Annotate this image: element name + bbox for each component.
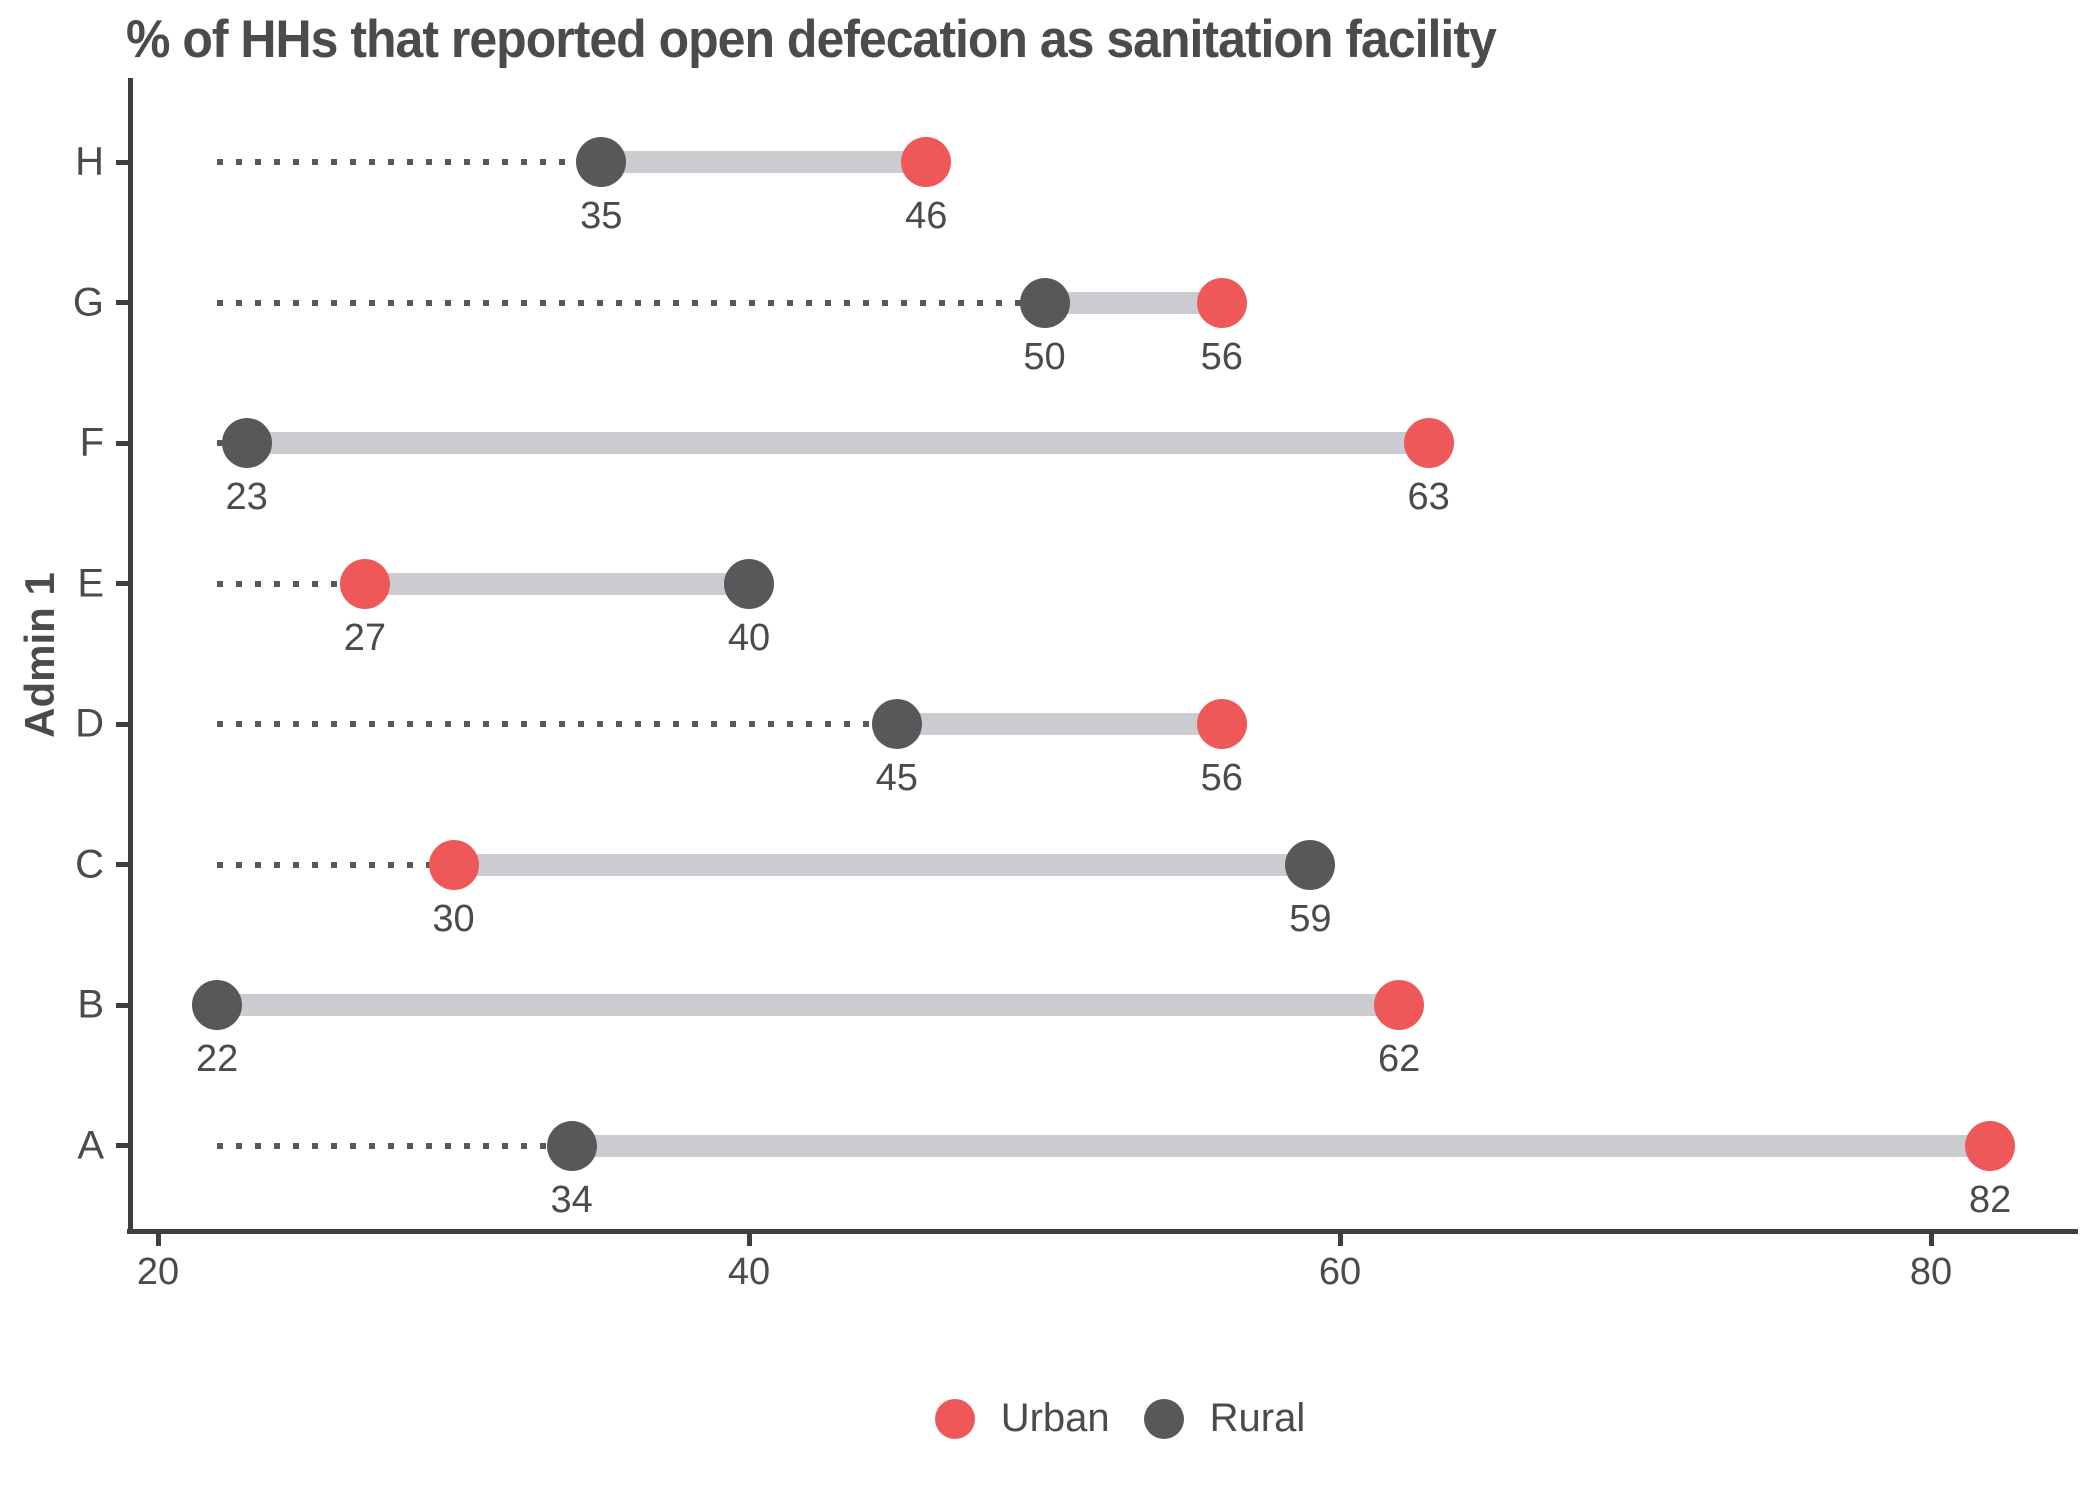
- x-axis-tick: [1337, 1234, 1343, 1246]
- rural-dot: [724, 558, 774, 609]
- category-label: D: [75, 701, 104, 746]
- rural-dot: [871, 699, 922, 749]
- category-tick: [116, 300, 128, 305]
- legend-item-urban: Urban: [934, 1396, 1110, 1441]
- rural-dot: [546, 1120, 597, 1171]
- category-tick: [116, 1143, 128, 1148]
- rural-dot: [221, 418, 272, 468]
- category-label: G: [72, 280, 104, 324]
- rural-dot: [192, 980, 243, 1030]
- x-axis-tick: [746, 1234, 752, 1246]
- range-bar: [453, 853, 1311, 876]
- category-label: F: [79, 420, 104, 465]
- legend: Urban Rural: [70, 1396, 2100, 1441]
- range-bar: [571, 1134, 1991, 1157]
- leader-dotted-line: [217, 1142, 572, 1149]
- rural-value-label: 59: [1289, 897, 1332, 940]
- rural-value-label: 23: [225, 476, 268, 518]
- leader-dotted-line: [217, 299, 1045, 306]
- leader-dotted-line: [217, 159, 602, 165]
- category-tick: [116, 721, 128, 727]
- range-bar: [217, 994, 1400, 1016]
- category-label: B: [77, 982, 104, 1027]
- category-label: A: [77, 1123, 104, 1167]
- legend-label-rural: Rural: [1209, 1396, 1306, 1440]
- leader-dotted-line: [217, 861, 454, 868]
- urban-value-label: 46: [905, 195, 948, 237]
- urban-dot: [339, 558, 390, 609]
- rural-legend-dot-icon: [1143, 1398, 1184, 1439]
- legend-label-urban: Urban: [1000, 1396, 1110, 1440]
- rural-dot: [1285, 839, 1336, 890]
- urban-value-label: 82: [1968, 1178, 2012, 1221]
- legend-item-rural: Rural: [1143, 1396, 1306, 1441]
- category-tick: [116, 440, 128, 446]
- urban-value-label: 56: [1200, 757, 1243, 799]
- range-bar: [1044, 291, 1222, 314]
- leader-dotted-line: [217, 721, 897, 727]
- rural-value-label: 35: [580, 195, 623, 237]
- x-axis-line: [127, 1229, 2078, 1234]
- urban-value-label: 63: [1407, 476, 1450, 518]
- urban-value-label: 27: [343, 616, 386, 659]
- rural-value-label: 45: [875, 757, 918, 799]
- y-axis-line: [128, 78, 133, 1234]
- chart-title: % of HHs that reported open defecation a…: [126, 9, 1497, 69]
- urban-value-label: 30: [432, 897, 475, 940]
- range-bar: [364, 572, 749, 595]
- urban-dot: [901, 137, 952, 187]
- rural-value-label: 40: [727, 616, 771, 659]
- rural-value-label: 34: [550, 1178, 593, 1221]
- range-bar: [896, 713, 1222, 735]
- rural-value-label: 22: [195, 1038, 239, 1080]
- category-tick: [116, 581, 128, 586]
- urban-value-label: 56: [1200, 335, 1243, 378]
- category-label: E: [77, 561, 104, 605]
- category-tick: [116, 159, 128, 165]
- category-tick: [116, 862, 128, 867]
- urban-dot: [1196, 277, 1247, 328]
- urban-dot: [1403, 418, 1454, 468]
- urban-legend-dot-icon: [934, 1398, 975, 1439]
- x-axis-tick: [1928, 1234, 1934, 1246]
- rural-dot: [1019, 277, 1070, 328]
- leader-dotted-line: [217, 580, 365, 587]
- x-tick-label: 60: [1318, 1251, 1362, 1293]
- rural-dot: [576, 137, 627, 187]
- urban-dot: [1196, 699, 1247, 749]
- x-tick-label: 20: [136, 1251, 180, 1293]
- x-axis-tick: [155, 1234, 161, 1246]
- urban-dot: [428, 839, 479, 890]
- x-tick-label: 40: [727, 1251, 771, 1293]
- urban-dot: [1374, 980, 1425, 1030]
- x-tick-label: 80: [1909, 1251, 1953, 1293]
- category-label: H: [75, 139, 104, 184]
- category-label: C: [75, 842, 104, 886]
- rural-value-label: 50: [1023, 335, 1066, 378]
- range-bar: [246, 432, 1429, 454]
- urban-value-label: 62: [1377, 1038, 1421, 1080]
- category-tick: [116, 1002, 128, 1008]
- range-bar: [601, 151, 927, 173]
- urban-dot: [1965, 1120, 2016, 1171]
